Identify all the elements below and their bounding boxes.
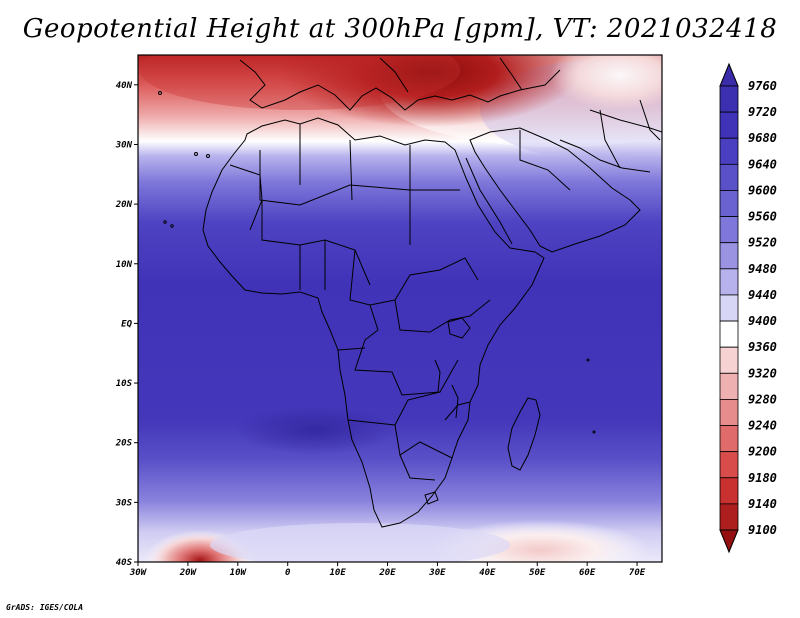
colorbar-bottom-arrow bbox=[719, 529, 739, 554]
lat-tick-label: 10N bbox=[116, 260, 133, 270]
colorbar-label: 9320 bbox=[748, 366, 777, 380]
colorbar-swatch bbox=[719, 503, 739, 531]
colorbar: 9760 9720 9680 9640 9600 9560 9520 9480 9440 9400… bbox=[719, 62, 777, 554]
colorbar-swatch bbox=[719, 268, 739, 296]
colorbar-label: 9400 bbox=[748, 314, 777, 328]
colorbar-label: 9520 bbox=[748, 236, 777, 250]
colorbar-label: 9140 bbox=[748, 497, 777, 511]
lat-tick-label: 30S bbox=[115, 498, 133, 508]
lat-tick-label: 30N bbox=[115, 140, 133, 150]
colorbar-label: 9600 bbox=[748, 183, 777, 197]
madagascar-coastline bbox=[507, 397, 541, 471]
lat-tick-label: 20S bbox=[115, 439, 133, 449]
colorbar-swatch bbox=[719, 346, 739, 374]
colorbar-swatch bbox=[719, 425, 739, 453]
colorbar-label: 9280 bbox=[748, 392, 777, 406]
colorbar-label: 9480 bbox=[748, 262, 777, 276]
map-title: Geopotential Height at 300hPa [gpm], VT:… bbox=[22, 14, 778, 44]
lon-tick-label: 30E bbox=[428, 568, 446, 578]
colorbar-swatch bbox=[719, 294, 739, 322]
lon-tick-label: 20W bbox=[179, 568, 198, 578]
colorbar-label: 9240 bbox=[748, 419, 777, 433]
africa-coastline bbox=[202, 117, 545, 528]
colorbar-swatch bbox=[719, 111, 739, 139]
lon-tick-label: 70E bbox=[629, 568, 646, 578]
map-frame bbox=[137, 54, 663, 563]
colorbar-swatch bbox=[719, 190, 739, 217]
colorbar-swatch bbox=[719, 451, 739, 479]
colorbar-label: 9180 bbox=[748, 471, 777, 485]
colorbar-swatch bbox=[719, 477, 739, 505]
colorbar-label: 9200 bbox=[748, 445, 777, 459]
europe-coastline bbox=[239, 59, 561, 111]
lake-victoria bbox=[447, 317, 471, 339]
lon-tick-label: 30W bbox=[129, 568, 148, 578]
colorbar-label: 9760 bbox=[748, 79, 777, 93]
colorbar-swatch bbox=[719, 399, 739, 426]
lat-tick-label: EQ bbox=[121, 319, 132, 329]
colorbar-swatch bbox=[719, 242, 739, 270]
grads-credit: GrADS: IGES/COLA bbox=[6, 603, 84, 612]
lat-tick-label: 40N bbox=[116, 81, 133, 91]
lon-tick-label: 10E bbox=[329, 568, 346, 578]
colorbar-swatch bbox=[719, 372, 739, 400]
colorbar-label: 9680 bbox=[748, 131, 777, 145]
lon-tick-label: 10W bbox=[230, 568, 248, 578]
lat-tick-label: 10S bbox=[116, 379, 133, 389]
colorbar-label: 9100 bbox=[748, 523, 777, 537]
colorbar-swatch bbox=[719, 85, 739, 113]
lon-tick-label: 40E bbox=[479, 568, 496, 578]
coastline-borders bbox=[158, 57, 662, 528]
height-field-shading bbox=[138, 55, 662, 562]
colorbar-top-arrow bbox=[719, 62, 739, 87]
colorbar-label: 9560 bbox=[748, 210, 777, 224]
lon-tick-label: 0 bbox=[285, 568, 291, 578]
lat-tick-label: 40S bbox=[116, 558, 133, 568]
lon-tick-label: 20E bbox=[378, 568, 396, 578]
longitude-axis: 30W 20W 10W 0 10E 20E 30E 40E 50E 60E 70E bbox=[129, 562, 646, 578]
lon-tick-label: 60E bbox=[579, 568, 596, 578]
lat-tick-label: 20N bbox=[115, 200, 133, 210]
latitude-axis: 40N 30N 20N 10N EQ 10S 20S 30S 40S bbox=[115, 81, 138, 568]
lon-tick-label: 50E bbox=[529, 568, 546, 578]
arabia-coastline bbox=[469, 127, 641, 253]
colorbar-label: 9640 bbox=[748, 157, 777, 171]
colorbar-label: 9440 bbox=[748, 288, 777, 302]
colorbar-swatch bbox=[719, 137, 739, 165]
colorbar-swatch bbox=[719, 216, 739, 244]
colorbar-swatch bbox=[719, 163, 739, 191]
colorbar-label: 9720 bbox=[748, 105, 777, 119]
colorbar-label: 9360 bbox=[748, 340, 777, 354]
colorbar-swatch bbox=[719, 320, 739, 348]
